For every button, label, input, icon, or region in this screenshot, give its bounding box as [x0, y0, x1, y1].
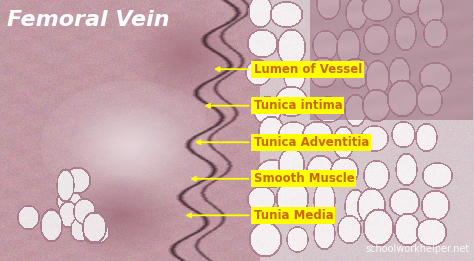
Text: Tunica Adventitia: Tunica Adventitia [197, 136, 369, 149]
Text: Tunica intima: Tunica intima [206, 99, 342, 112]
Text: Lumen of Vessel: Lumen of Vessel [216, 63, 362, 76]
Text: Smooth Muscle: Smooth Muscle [192, 172, 355, 185]
Text: schoolworkhelper.net: schoolworkhelper.net [365, 245, 469, 254]
Text: Femoral Vein: Femoral Vein [7, 10, 170, 31]
Text: Tunia Media: Tunia Media [187, 209, 333, 222]
